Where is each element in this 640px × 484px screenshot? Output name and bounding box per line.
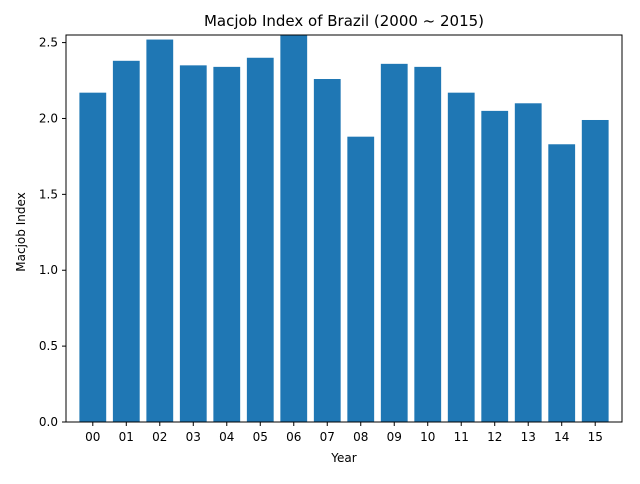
y-tick-label: 1.0 — [39, 263, 58, 277]
bar-13 — [514, 103, 542, 422]
y-axis-label: Macjob Index — [14, 192, 28, 271]
x-tick-label: 11 — [454, 430, 469, 444]
bar-07 — [313, 79, 341, 422]
bar-15 — [581, 119, 609, 423]
x-tick-label: 12 — [487, 430, 502, 444]
x-tick-label: 07 — [320, 430, 335, 444]
y-tick-label: 2.5 — [39, 36, 58, 50]
x-tick-label: 02 — [152, 430, 167, 444]
bar-14 — [548, 144, 576, 422]
x-tick-label: 10 — [420, 430, 435, 444]
bar-12 — [481, 110, 509, 422]
bar-05 — [246, 57, 274, 422]
x-tick-label: 08 — [353, 430, 368, 444]
plot-frame — [65, 34, 623, 423]
y-tick-label: 0.0 — [39, 415, 58, 429]
x-tick-label: 03 — [186, 430, 201, 444]
bar-01 — [112, 60, 140, 423]
x-tick-label: 14 — [554, 430, 569, 444]
bar-00 — [79, 92, 107, 423]
y-tick-label: 0.5 — [39, 339, 58, 353]
bar-02 — [146, 39, 174, 423]
x-tick-label: 04 — [219, 430, 234, 444]
bar-11 — [447, 92, 475, 423]
x-axis-label: Year — [330, 451, 356, 465]
x-tick-label: 09 — [387, 430, 402, 444]
bar-08 — [347, 136, 375, 422]
bar-03 — [179, 65, 207, 422]
x-tick-label: 05 — [253, 430, 268, 444]
x-tick-label: 00 — [85, 430, 100, 444]
bar-04 — [213, 66, 241, 423]
x-tick-label: 06 — [286, 430, 301, 444]
x-tick-label: 01 — [119, 430, 134, 444]
y-tick-label: 1.5 — [39, 187, 58, 201]
y-ticks-layer: 0.0 0.5 1.0 1.5 2.0 2.5 — [39, 36, 66, 429]
bars-layer — [79, 35, 609, 423]
bar-06 — [280, 35, 308, 422]
x-tick-label: 13 — [521, 430, 536, 444]
bar-10 — [414, 66, 442, 423]
x-ticks-layer: 00 01 02 03 04 05 06 07 08 09 10 11 12 13 14 15 — [85, 422, 603, 444]
y-tick-label: 2.0 — [39, 111, 58, 125]
bar-09 — [380, 63, 408, 423]
chart-title: Macjob Index of Brazil (2000 ~ 2015) — [204, 12, 484, 30]
x-tick-label: 15 — [588, 430, 603, 444]
